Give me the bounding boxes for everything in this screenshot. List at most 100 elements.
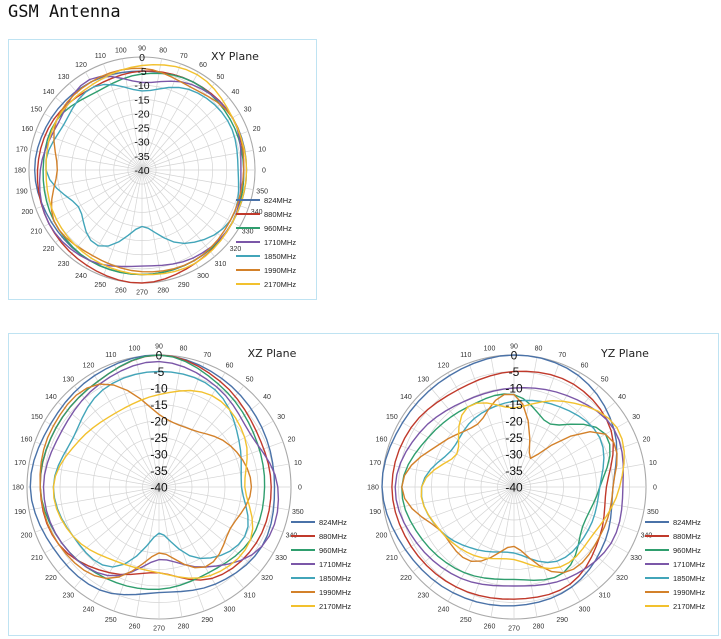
angle-tick-label: 240 [83,607,95,614]
angle-tick-label: 80 [180,346,188,353]
radial-tick-label: -20 [505,415,523,429]
angle-tick-label: 80 [159,47,167,54]
angle-tick-label: 300 [579,607,591,614]
angle-tick-label: 90 [155,344,163,351]
grid-spoke [428,486,515,589]
angle-tick-label: 290 [556,617,568,624]
radial-tick-label: -15 [134,94,149,106]
grid-spoke [141,169,241,227]
legend-label-960mhz: 960MHz [319,546,347,555]
radial-tick-label: -25 [505,431,523,445]
radial-tick-label: -30 [505,448,523,462]
angle-tick-label: 280 [178,623,190,630]
plane-title: XZ Plane [248,347,297,360]
angle-tick-label: 10 [649,460,657,467]
grid-spoke [43,169,143,227]
legend-label-2170mhz: 2170MHz [673,602,705,611]
angle-tick-label: 310 [599,593,611,600]
grid-spoke [103,63,143,171]
grid-spoke [55,97,143,171]
grid-spoke [85,169,143,269]
angle-tick-label: 230 [63,593,75,600]
grid-spoke [122,169,143,282]
grid-spoke [513,401,616,488]
legend-label-1990mhz: 1990MHz [673,588,705,597]
xy-plane-chart: 0 10 20 30 40 50 60 70 80 90 100 110 120 130 140 150 160… [14,46,296,297]
legend-label-880mhz: 880MHz [264,210,292,219]
angle-tick-label: 120 [438,362,450,369]
angle-tick-label: 270 [153,626,165,633]
angle-tick-label: 110 [95,53,106,60]
grid-spoke [158,486,284,533]
angle-tick-label: 260 [115,288,127,295]
angle-tick-label: 170 [16,146,28,153]
grid-spoke [141,83,215,171]
grid-spoke [389,486,515,533]
angle-tick-label: 210 [386,555,398,562]
angle-tick-label: 300 [197,273,209,280]
angle-tick-label: 180 [12,485,24,492]
angle-tick-label: 320 [230,246,242,253]
series-group [29,354,280,596]
angle-tick-label: 260 [129,623,141,630]
grid-spoke [490,356,515,488]
angle-tick-label: 320 [261,575,273,582]
series-line-1990mhz [39,383,253,580]
grid-spoke [158,486,261,573]
series-line-2170mhz [45,64,248,276]
angle-tick-label: 20 [253,126,261,133]
grid-spoke [158,362,205,488]
angle-tick-label: 110 [460,352,471,359]
grid-spoke [513,486,581,602]
radial-labels: 0 -5 -10 -15 -20 -25 -30 -35 -40 [505,349,523,495]
legend: 824MHz 880MHz 960MHz 1710MHz 1850MHz 1990MHz 2… [291,518,351,611]
series-line-2170mhz [420,399,625,570]
grid-spoke [158,486,226,602]
angle-tick-label: 140 [43,89,55,96]
grid-spoke [141,169,199,269]
xz-yz-plane-panel: 0 10 20 30 40 50 60 70 80 90 100 110 120 130 140 150 160… [8,333,719,636]
angle-tick-label: 190 [14,509,26,516]
grid-spoke [57,401,160,488]
angle-tick-label: 100 [115,47,127,54]
radial-tick-label: -5 [137,66,146,78]
legend-label-1850mhz: 1850MHz [264,252,296,261]
grid-spoke [141,113,241,171]
angle-tick-label: 10 [294,460,302,467]
angle-tick-label: 270 [136,290,148,297]
radial-tick-label: -10 [505,382,523,396]
grid-spoke [158,401,261,488]
angle-tick-label: 150 [31,414,43,421]
radial-tick-label: -15 [150,398,168,412]
angle-tick-label: 300 [224,607,236,614]
legend-label-2170mhz: 2170MHz [264,280,296,289]
angle-tick-label: 200 [22,209,34,216]
page-title: GSM Antenna [8,2,121,22]
angle-tick-label: 160 [21,436,33,443]
angle-tick-label: 100 [129,346,141,353]
grid-spoke [513,362,560,488]
angle-tick-label: 150 [386,414,398,421]
grid-spoke [92,372,160,488]
angle-tick-label: 320 [616,575,628,582]
radial-labels: 0 -5 -10 -15 -20 -25 -30 -35 -40 [134,52,149,177]
grid-spoke [468,486,515,612]
radial-tick-label: -15 [505,398,523,412]
legend-label-1850mhz: 1850MHz [673,574,705,583]
angle-tick-label: 240 [75,273,87,280]
angle-tick-label: 80 [535,346,543,353]
radial-tick-label: -35 [150,464,168,478]
grid-spoke [513,356,538,488]
angle-tick-label: 270 [508,626,520,633]
angle-tick-label: 220 [43,246,55,253]
radial-tick-label: -40 [134,165,149,177]
angle-tick-label: 40 [618,394,626,401]
yz-plane-chart: 0 10 20 30 40 50 60 70 80 90 100 110 120 130 140 150 160… [367,344,705,633]
angle-tick-label: 160 [376,436,388,443]
angle-tick-label: 330 [275,555,287,562]
radial-tick-label: -5 [154,365,165,379]
angle-tick-label: 60 [199,62,207,69]
angle-tick-label: 230 [418,593,430,600]
grid-spoke [428,385,515,488]
radial-tick-label: 0 [139,52,145,64]
